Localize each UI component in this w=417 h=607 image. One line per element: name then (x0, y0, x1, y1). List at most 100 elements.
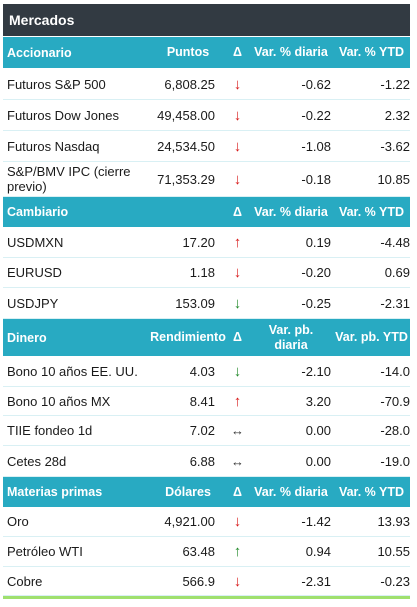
row-daily-value: -0.22 (301, 107, 331, 123)
column-header-name: Cambiario (7, 205, 69, 219)
column-header-value (143, 197, 233, 227)
column-header-ytd: Var. % YTD (338, 45, 405, 59)
row-value-value: 7.02 (189, 423, 215, 438)
row-value-value: 4.03 (189, 364, 215, 379)
row-ytd-value: 13.93 (377, 514, 410, 529)
row-ytd-value: -70.9 (380, 393, 410, 409)
row-ytd-value: -2.31 (380, 295, 410, 311)
row-daily-value: -2.31 (301, 573, 331, 589)
bottom-divider (3, 596, 410, 599)
table-row: Bono 10 años MX 8.41 ↑ 3.20 -70.9 (3, 387, 410, 416)
row-ytd-value: -19.0 (380, 453, 410, 469)
row-value-value: 6,808.25 (164, 76, 215, 92)
row-value-value: 49,458.00 (157, 107, 215, 123)
row-ytd-value: 10.85 (377, 171, 410, 187)
row-label: USDJPY (7, 295, 59, 311)
row-ytd-value: -28.0 (380, 423, 410, 438)
column-header-daily: Var. % diaria (254, 484, 328, 499)
row-ytd-value: -3.62 (380, 138, 410, 154)
column-header-value: Puntos (166, 45, 210, 59)
table-row: TIIE fondeo 1d 7.02 ↔ 0.00 -28.0 (3, 416, 410, 446)
row-daily-value: 3.20 (305, 393, 331, 409)
row-value-value: 8.41 (189, 393, 215, 409)
row-label: Cetes 28d (7, 453, 67, 469)
table-row: Bono 10 años EE. UU. 4.03 ↓ -2.10 -14.0 (3, 357, 410, 387)
panel-title-text: Mercados (9, 12, 75, 28)
arrow-down-red-icon: ↓ (233, 106, 242, 124)
arrow-left-right-icon: ↔ (231, 423, 244, 438)
row-daily-value: 0.19 (305, 235, 331, 250)
column-header-arrow: Δ (233, 204, 242, 219)
row-daily-value: -0.18 (301, 171, 331, 187)
row-daily-value: 0.00 (305, 453, 331, 469)
row-daily-value: 0.00 (305, 423, 331, 438)
arrow-down-green-icon: ↓ (233, 363, 242, 380)
arrow-down-red-icon: ↓ (233, 572, 242, 590)
row-label: Futuros S&P 500 (7, 76, 106, 92)
row-value-value: 6.88 (189, 453, 215, 469)
row-ytd-value: -1.22 (380, 76, 410, 92)
row-label: Futuros Dow Jones (7, 107, 119, 123)
row-daily-value: -0.20 (301, 265, 331, 280)
row-daily-value: -2.10 (301, 364, 331, 379)
row-label: Futuros Nasdaq (7, 138, 100, 154)
row-value-value: 153.09 (175, 295, 215, 311)
row-daily-value: 0.94 (305, 544, 331, 559)
column-header-arrow: Δ (233, 330, 242, 344)
column-header-ytd: Var. pb. YTD (335, 330, 408, 344)
table-row: USDJPY 153.09 ↓ -0.25 -2.31 (3, 288, 410, 319)
row-daily-value: -0.62 (301, 76, 331, 92)
arrow-down-red-icon: ↓ (233, 75, 242, 93)
row-label: TIIE fondeo 1d (7, 423, 93, 438)
row-label: USDMXN (7, 235, 64, 250)
table-row: Futuros Nasdaq 24,534.50 ↓ -1.08 -3.62 (3, 131, 410, 162)
row-label: Petróleo WTI (7, 544, 83, 559)
row-value-value: 71,353.29 (157, 171, 215, 187)
row-ytd-value: 10.55 (377, 544, 410, 559)
table-row: Cobre 566.9 ↓ -2.31 -0.23 (3, 567, 410, 596)
column-header-value: Rendimiento (150, 330, 226, 344)
column-header-ytd: Var. % YTD (338, 204, 405, 219)
column-header-daily: Var. % diaria (254, 204, 328, 219)
section-header-0: Accionario Puntos Δ Var. % diaria Var. % YTD (3, 37, 410, 68)
row-label: Bono 10 años MX (7, 393, 111, 409)
arrow-up-green-icon: ↑ (233, 543, 242, 560)
arrow-up-red-icon: ↑ (233, 234, 242, 251)
row-value-value: 1.18 (189, 265, 215, 280)
row-daily-value: -1.08 (301, 138, 331, 154)
arrow-down-red-icon: ↓ (233, 513, 242, 530)
row-daily-value: -0.25 (301, 295, 331, 311)
row-daily-value: -1.42 (301, 514, 331, 529)
table-row: Petróleo WTI 63.48 ↑ 0.94 10.55 (3, 537, 410, 567)
section-header-3: Materias primas Dólares Δ Var. % diaria Var.… (3, 477, 410, 507)
column-header-value: Dólares (165, 484, 211, 499)
column-header-name: Dinero (7, 330, 47, 345)
row-value-value: 4,921.00 (164, 514, 215, 529)
row-label: Oro (7, 514, 29, 529)
row-value-value: 566.9 (182, 573, 215, 589)
column-header-ytd: Var. % YTD (338, 484, 405, 499)
panel-title: Mercados (3, 4, 410, 36)
column-header-arrow: Δ (233, 45, 242, 59)
row-ytd-value: -0.23 (380, 573, 410, 589)
row-ytd-value: 2.32 (384, 107, 410, 123)
row-value-value: 24,534.50 (157, 138, 215, 154)
arrow-down-red-icon: ↓ (233, 137, 242, 155)
table-row: Cetes 28d 6.88 ↔ 0.00 -19.0 (3, 446, 410, 477)
column-header-arrow: Δ (233, 484, 242, 499)
table-row: Futuros Dow Jones 49,458.00 ↓ -0.22 2.32 (3, 100, 410, 131)
column-header-daily: Var. % diaria (254, 45, 328, 59)
table-row: USDMXN 17.20 ↑ 0.19 -4.48 (3, 228, 410, 258)
row-label: Bono 10 años EE. UU. (7, 364, 138, 379)
row-label: Cobre (7, 573, 43, 589)
column-header-name: Accionario (7, 45, 72, 60)
row-value-value: 63.48 (182, 544, 215, 559)
arrow-left-right-icon: ↔ (231, 453, 244, 469)
table-row: Oro 4,921.00 ↓ -1.42 13.93 (3, 507, 410, 537)
section-header-2: Dinero Rendimiento Δ Var. pb. diaria Var. pb… (3, 319, 410, 356)
row-ytd-value: 0.69 (384, 265, 410, 280)
row-label: EURUSD (7, 265, 62, 280)
row-label: S&P/BMV IPC (cierre previo) (7, 164, 131, 194)
arrow-down-red-icon: ↓ (233, 264, 242, 281)
arrow-down-red-icon: ↓ (233, 170, 242, 188)
